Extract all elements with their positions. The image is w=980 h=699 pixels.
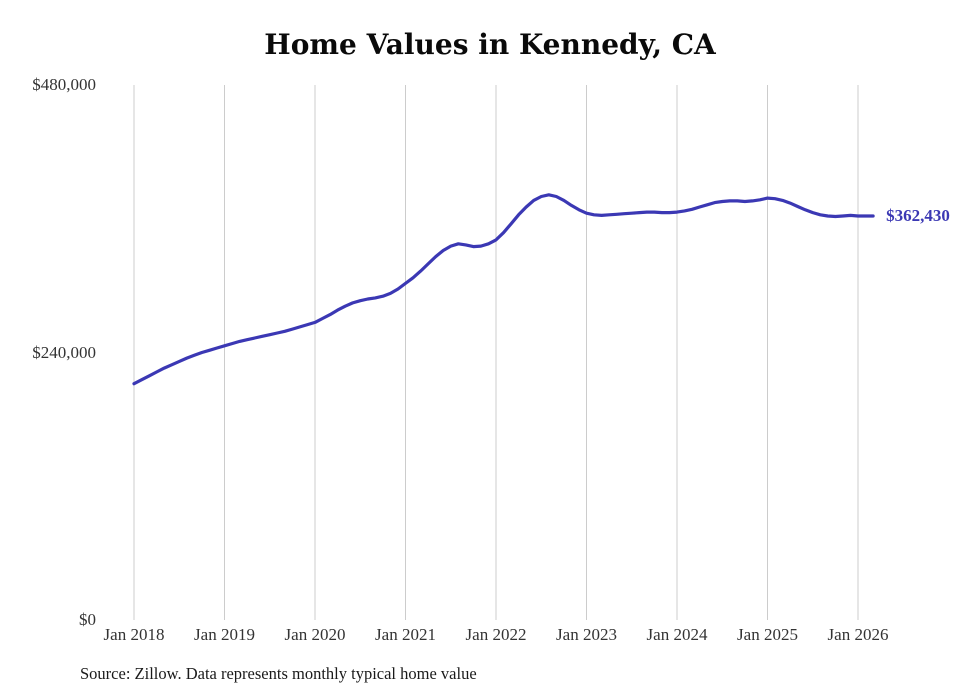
home-value-line xyxy=(132,193,875,386)
source-note: Source: Zillow. Data represents monthly … xyxy=(80,664,477,683)
y-tick-label: $0 xyxy=(79,610,96,629)
x-tick-label: Jan 2021 xyxy=(375,625,436,644)
x-tick-label: Jan 2022 xyxy=(465,625,527,644)
x-tick-label: Jan 2019 xyxy=(194,625,255,644)
y-axis-labels: $480,000 $240,000 $0 xyxy=(0,0,96,699)
x-tick-label: Jan 2026 xyxy=(827,625,889,644)
x-tick-label: Jan 2018 xyxy=(103,625,165,644)
x-tick-label: Jan 2024 xyxy=(646,625,708,644)
x-axis-labels: Jan 2018 Jan 2019 Jan 2020 Jan 2021 Jan 2022… xyxy=(0,624,980,650)
x-tick-label: Jan 2023 xyxy=(556,625,617,644)
y-tick-label: $480,000 xyxy=(32,75,96,94)
chart-title: Home Values in Kennedy, CA xyxy=(264,28,716,61)
x-tick-label: Jan 2025 xyxy=(737,625,798,644)
x-tick-label: Jan 2020 xyxy=(284,625,346,644)
current-value-label: $362,430 xyxy=(886,206,950,226)
y-tick-label: $240,000 xyxy=(32,342,96,362)
